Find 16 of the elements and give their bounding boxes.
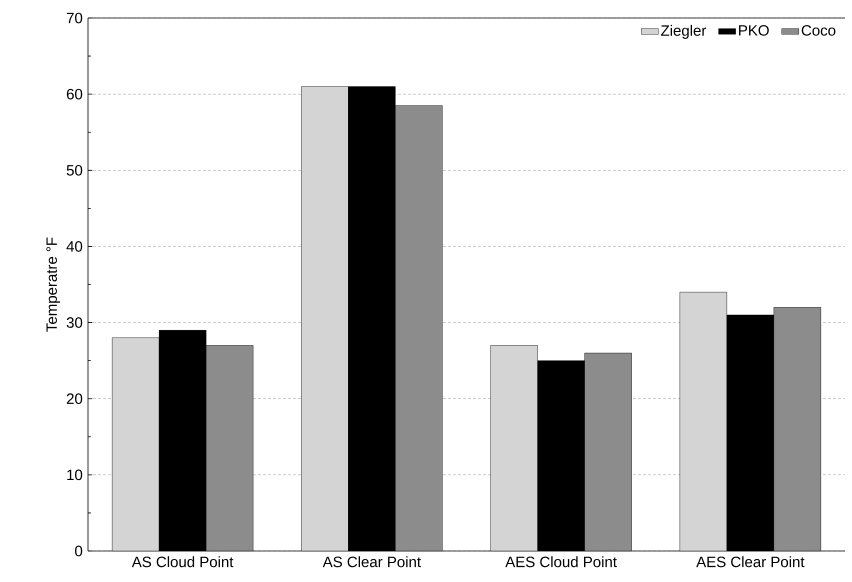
y-tick-label: 30 xyxy=(66,317,82,328)
y-tick-label: 60 xyxy=(66,88,82,100)
y-tick-label: 40 xyxy=(66,241,82,252)
x-tick-label: AES Cloud Point xyxy=(505,556,617,568)
legend-label: Coco xyxy=(802,25,836,36)
y-tick-label: 70 xyxy=(66,12,82,24)
y-tick-label: 0 xyxy=(75,546,82,556)
y-axis-title: Temperatre °F xyxy=(46,238,60,332)
x-tick-label: AES Clear Point xyxy=(696,556,804,568)
y-tick-label: 50 xyxy=(66,164,82,176)
y-tick-label: 20 xyxy=(66,393,82,404)
y-tick-label: 10 xyxy=(67,470,82,480)
legend-label: Ziegler xyxy=(660,24,706,39)
x-tick-label: AS Cloud Point xyxy=(132,556,234,568)
legend-label: PKO xyxy=(739,25,769,36)
x-tick-label: AS Clear Point xyxy=(322,556,421,568)
